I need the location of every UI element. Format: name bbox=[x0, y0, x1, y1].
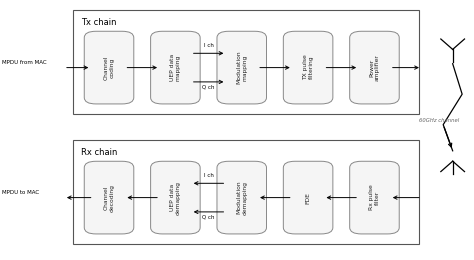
Text: 60GHz channel: 60GHz channel bbox=[419, 118, 460, 123]
Text: Channel
decoding: Channel decoding bbox=[104, 184, 114, 212]
Bar bbox=[73, 140, 419, 244]
FancyBboxPatch shape bbox=[283, 161, 333, 234]
FancyBboxPatch shape bbox=[217, 31, 266, 104]
Text: Modulation
demapping: Modulation demapping bbox=[237, 181, 247, 214]
Text: Modulation
mapping: Modulation mapping bbox=[237, 51, 247, 84]
Text: Power
amplifier: Power amplifier bbox=[369, 54, 380, 81]
Bar bbox=[73, 10, 419, 114]
Text: I ch: I ch bbox=[204, 173, 213, 178]
Text: Q ch: Q ch bbox=[202, 214, 215, 219]
FancyBboxPatch shape bbox=[217, 161, 266, 234]
Text: I ch: I ch bbox=[204, 43, 213, 48]
Text: MPDU to MAC: MPDU to MAC bbox=[2, 190, 39, 195]
FancyBboxPatch shape bbox=[151, 31, 200, 104]
FancyBboxPatch shape bbox=[84, 161, 134, 234]
Text: Channel
coding: Channel coding bbox=[104, 55, 114, 80]
Text: MPDU from MAC: MPDU from MAC bbox=[2, 60, 47, 65]
Text: TX pulse
filtering: TX pulse filtering bbox=[303, 55, 313, 81]
FancyBboxPatch shape bbox=[151, 161, 200, 234]
FancyBboxPatch shape bbox=[350, 31, 399, 104]
Text: UEP data
mapping: UEP data mapping bbox=[170, 54, 181, 81]
FancyBboxPatch shape bbox=[350, 161, 399, 234]
Text: UEP data
demapping: UEP data demapping bbox=[170, 181, 181, 214]
Text: Rx chain: Rx chain bbox=[81, 148, 117, 157]
Text: FDE: FDE bbox=[306, 192, 310, 204]
FancyBboxPatch shape bbox=[84, 31, 134, 104]
FancyBboxPatch shape bbox=[283, 31, 333, 104]
Text: Rx pulse
filter: Rx pulse filter bbox=[369, 185, 380, 211]
Text: Q ch: Q ch bbox=[202, 84, 215, 89]
Text: Tx chain: Tx chain bbox=[81, 18, 116, 27]
